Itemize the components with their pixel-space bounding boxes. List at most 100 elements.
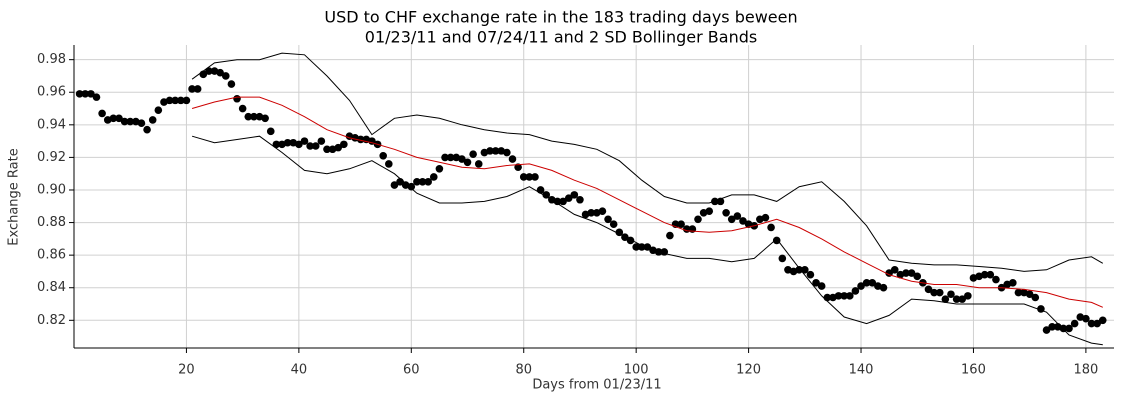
data-point [722,208,730,217]
data-point [857,282,865,290]
data-point [666,231,674,240]
x-tick-label: 140 [849,363,874,378]
data-point [221,72,230,80]
data-point [733,212,742,220]
y-axis-label: Exchange Rate [7,148,22,245]
band-line [191,52,1104,272]
data-point [778,254,787,263]
data-point [902,269,910,277]
data-point [761,213,770,222]
y-tick-label: 0.90 [37,182,66,197]
data-point [609,220,618,228]
data-point [323,145,331,154]
data-point [238,104,247,113]
data-point [525,173,534,181]
data-point [266,127,275,136]
data-point [531,173,539,181]
data-point [81,90,90,98]
data-point [519,173,528,181]
data-point [233,94,241,103]
band-line [191,135,1103,346]
data-point [435,165,444,173]
data-point [1087,319,1096,328]
band-line [191,96,1103,308]
data-point [801,266,809,274]
data-point [795,266,803,274]
data-point [604,215,612,224]
data-point [272,140,281,149]
data-point [92,93,101,101]
data-point [564,194,573,202]
data-point [705,207,714,215]
data-point [924,285,933,294]
data-point [570,191,579,199]
data-point [879,283,888,292]
data-point [188,85,196,93]
data-point [311,142,320,150]
data-point [868,279,877,287]
data-point [947,290,955,299]
data-point [261,114,269,123]
data-point [834,292,843,300]
data-point [137,119,146,127]
data-point [845,292,854,300]
data-point [542,191,551,199]
data-point [806,270,815,279]
data-point [964,292,972,300]
data-point [317,137,326,145]
data-point [385,160,393,168]
x-tick-label: 180 [1073,363,1098,378]
data-point [334,143,343,152]
data-point [1042,326,1051,334]
x-tick-label: 120 [736,363,761,378]
data-point [469,150,477,158]
data-point [508,155,517,163]
x-tick-label: 80 [515,363,532,378]
data-point [356,135,365,144]
data-point [75,90,84,98]
data-point [227,80,236,88]
data-point [637,243,646,251]
x-tick-label: 60 [403,363,420,378]
data-point [283,138,292,147]
data-point [379,151,387,160]
y-tick-label: 0.84 [37,280,66,295]
data-point [306,142,314,150]
data-point [1065,324,1073,333]
data-point [126,117,135,126]
x-tick-label: 160 [961,363,986,378]
data-point [148,116,157,124]
data-point [1025,290,1034,299]
y-tick-label: 0.94 [37,117,66,132]
data-point [1009,279,1017,287]
y-tick-label: 0.82 [37,313,66,328]
data-point [727,215,736,224]
data-point [913,272,922,281]
data-point [952,295,961,303]
data-point [907,269,916,277]
data-point [474,160,483,168]
data-point [109,114,118,123]
data-point [553,197,562,206]
data-point [1082,314,1090,323]
data-point [503,148,511,157]
data-point [463,158,472,167]
x-tick-label: 40 [291,363,308,378]
y-tick-label: 0.88 [37,215,66,230]
data-point [677,220,685,228]
data-point [739,217,747,225]
data-point [300,137,309,145]
data-point [587,208,595,217]
data-point [216,68,224,77]
x-axis-label: Days from 01/23/11 [532,378,661,393]
data-point [694,215,702,224]
data-point [244,112,253,121]
x-tick-label: 20 [178,363,195,378]
data-point [767,223,775,232]
data-point [1059,324,1068,333]
y-tick-label: 0.98 [37,52,66,67]
data-point [632,243,640,251]
data-point [143,125,151,134]
data-point [980,270,989,279]
